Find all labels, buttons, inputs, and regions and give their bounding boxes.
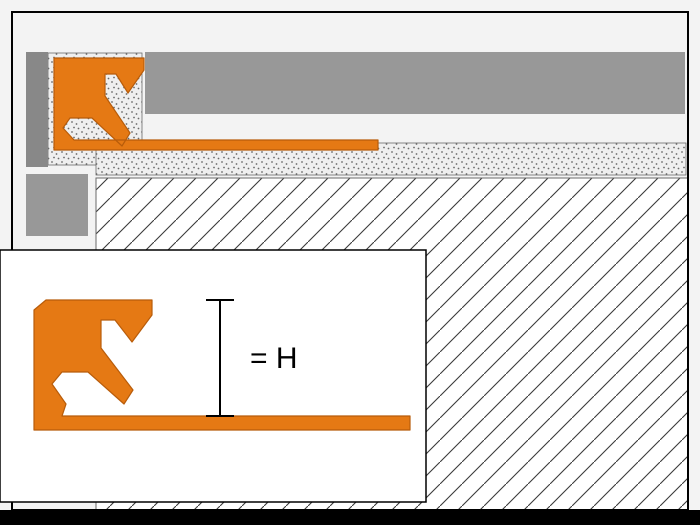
tile-left-lower [26, 174, 88, 236]
bottom-bar [0, 510, 700, 525]
detail-panel [0, 250, 426, 502]
tile-left-upper [26, 52, 48, 167]
height-label: = H [250, 342, 298, 375]
tile-top [145, 52, 685, 114]
